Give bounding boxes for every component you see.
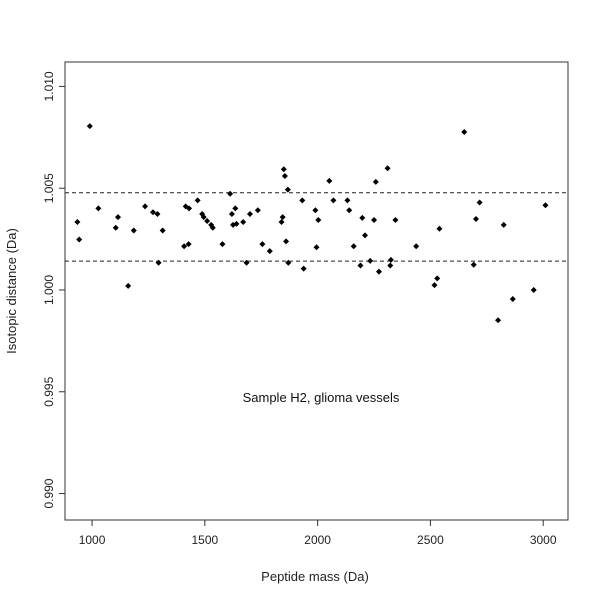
data-point-16 <box>185 241 192 248</box>
x-tick-label-1000: 1000 <box>79 533 106 547</box>
data-point-57 <box>371 216 378 223</box>
chart-annotation: Sample H2, glioma vessels <box>243 390 400 405</box>
data-point-12 <box>155 259 162 266</box>
data-point-71 <box>476 199 483 206</box>
data-point-26 <box>228 211 235 218</box>
data-point-39 <box>281 172 288 179</box>
x-tick-label-2000: 2000 <box>304 533 331 547</box>
data-point-9 <box>142 203 149 210</box>
data-point-36 <box>278 218 285 225</box>
data-point-35 <box>266 248 273 255</box>
data-point-6 <box>115 214 122 221</box>
data-point-54 <box>359 214 366 221</box>
data-point-72 <box>495 317 502 324</box>
data-point-42 <box>285 259 292 266</box>
data-point-61 <box>387 262 394 269</box>
y-tick-label-0: 0.990 <box>42 478 56 508</box>
data-point-66 <box>434 275 441 282</box>
data-point-67 <box>436 225 443 232</box>
x-tick-label-1500: 1500 <box>191 533 218 547</box>
data-point-47 <box>315 216 322 223</box>
y-tick-label-2: 1.000 <box>42 275 56 305</box>
data-point-53 <box>357 262 364 269</box>
data-point-73 <box>500 221 507 228</box>
y-tick-label-4: 1.010 <box>42 71 56 101</box>
y-axis: 0.990 0.995 1.000 1.005 1.010 <box>42 71 65 509</box>
data-point-30 <box>240 218 247 225</box>
data-point-48 <box>326 177 333 184</box>
data-point-62 <box>387 256 394 263</box>
data-point-55 <box>361 232 368 239</box>
data-point-29 <box>233 220 240 227</box>
data-point-21 <box>204 217 211 224</box>
data-point-34 <box>259 241 266 248</box>
data-point-69 <box>470 261 477 268</box>
data-point-10 <box>149 209 156 216</box>
data-point-64 <box>413 243 420 250</box>
data-point-24 <box>219 241 226 248</box>
data-point-58 <box>372 178 379 185</box>
data-points <box>74 123 549 324</box>
data-point-43 <box>299 197 306 204</box>
data-point-52 <box>350 243 357 250</box>
data-point-11 <box>154 211 161 218</box>
data-point-74 <box>509 295 516 302</box>
data-point-25 <box>227 190 234 197</box>
y-tick-label-1: 0.995 <box>42 376 56 406</box>
x-axis-title: Peptide mass (Da) <box>261 569 369 584</box>
data-point-44 <box>300 265 307 272</box>
data-point-17 <box>186 205 193 212</box>
data-point-37 <box>279 214 286 221</box>
y-axis-title: Isotopic distance (Da) <box>4 228 19 354</box>
data-point-7 <box>125 282 132 289</box>
plot-frame <box>64 61 569 521</box>
data-point-65 <box>431 282 438 289</box>
data-point-8 <box>130 227 137 234</box>
data-point-70 <box>472 215 479 222</box>
data-point-40 <box>283 238 290 245</box>
data-point-49 <box>330 197 337 204</box>
data-point-46 <box>313 244 320 251</box>
data-point-51 <box>346 207 353 214</box>
data-point-33 <box>254 207 261 214</box>
data-point-41 <box>284 186 291 193</box>
data-point-28 <box>232 205 239 212</box>
data-point-60 <box>384 165 391 172</box>
x-axis: 1000 1500 2000 2500 3000 <box>79 520 557 547</box>
data-point-32 <box>246 211 253 218</box>
data-point-18 <box>194 197 201 204</box>
data-point-68 <box>461 129 468 136</box>
data-point-59 <box>375 268 382 275</box>
y-tick-label-3: 1.005 <box>42 173 56 203</box>
data-point-56 <box>367 257 374 264</box>
data-point-20 <box>200 214 207 221</box>
data-point-13 <box>159 227 166 234</box>
data-point-4 <box>95 205 102 212</box>
data-point-38 <box>280 166 287 173</box>
data-point-2 <box>76 236 83 243</box>
reference-lines <box>65 192 568 262</box>
x-tick-label-2500: 2500 <box>417 533 444 547</box>
data-point-31 <box>243 259 250 266</box>
data-point-14 <box>181 243 188 250</box>
data-point-50 <box>344 197 351 204</box>
data-point-75 <box>530 286 537 293</box>
data-point-5 <box>112 224 119 231</box>
data-point-3 <box>86 123 93 130</box>
data-point-76 <box>542 202 549 209</box>
x-tick-label-3000: 3000 <box>530 533 557 547</box>
data-point-23 <box>209 224 216 231</box>
data-point-63 <box>392 216 399 223</box>
data-point-1 <box>74 218 81 225</box>
data-point-45 <box>312 207 319 214</box>
